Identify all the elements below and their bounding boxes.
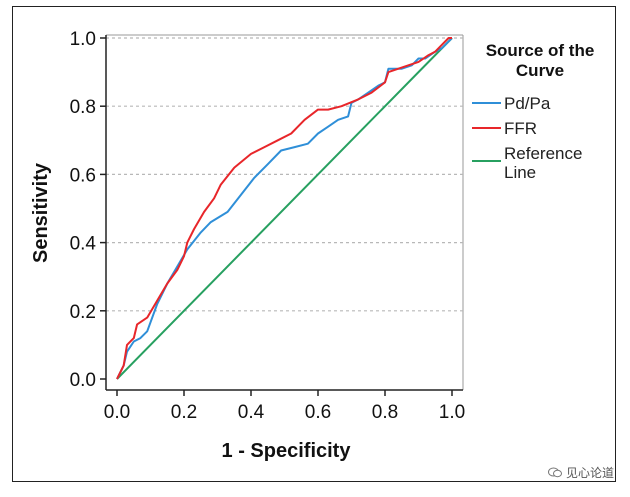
legend-title-line1: Source of the [486,41,595,60]
legend-label-reference-line2: Line [504,163,536,182]
y-ticks: 0.0 0.2 0.4 0.6 0.8 1.0 [70,29,106,391]
watermark: 见心论道 [547,464,614,481]
y-tick-label-4: 0.8 [70,97,96,118]
reference-line [116,37,453,380]
y-tick-label-5: 1.0 [70,29,96,50]
ffr-curve [116,37,452,380]
x-tick-label-2: 0.4 [238,402,265,423]
x-tick-label-5: 1.0 [439,402,465,423]
legend-title-line2: Curve [516,61,564,80]
x-tick-label-1: 0.2 [171,402,197,423]
x-tick-label-0: 0.0 [104,402,130,423]
y-axis-title: Sensitivity [30,162,52,263]
y-tick-label-1: 0.2 [70,302,96,323]
chart-frame [12,6,616,482]
y-tick-label-3: 0.6 [70,165,96,186]
wechat-icon [547,467,562,478]
legend-label-reference-line1: Reference [504,144,582,163]
legend: Source of the Curve Pd/Pa FFR Reference … [472,41,594,182]
series-layer [116,37,453,380]
legend-label-ffr: FFR [504,119,537,138]
y-tick-label-2: 0.4 [70,234,97,255]
gridlines [106,37,463,312]
watermark-text: 见心论道 [565,466,614,480]
x-axis-title: 1 - Specificity [222,440,352,462]
x-ticks: 0.0 0.2 0.4 0.6 0.8 1.0 [104,390,465,423]
pdpa-curve [116,37,453,380]
y-tick-label-0: 0.0 [70,370,96,391]
legend-label-pdpa: Pd/Pa [504,94,551,113]
x-tick-label-4: 0.8 [372,402,398,423]
x-tick-label-3: 0.6 [305,402,331,423]
